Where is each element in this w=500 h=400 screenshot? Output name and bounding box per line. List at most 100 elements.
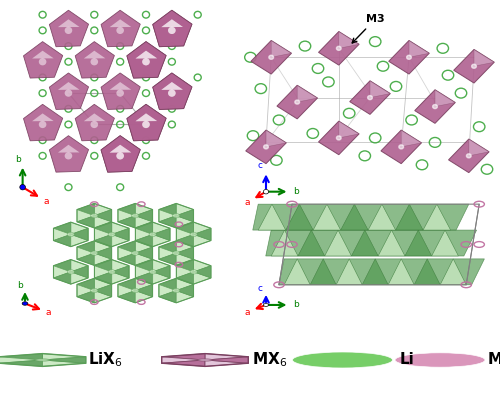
Polygon shape (176, 253, 194, 265)
Circle shape (90, 58, 98, 65)
Circle shape (108, 232, 116, 237)
Polygon shape (54, 260, 71, 272)
Text: Li: Li (400, 352, 415, 368)
Circle shape (336, 136, 341, 140)
Polygon shape (112, 272, 129, 284)
Polygon shape (118, 284, 135, 297)
Polygon shape (127, 104, 166, 141)
Polygon shape (194, 234, 211, 247)
Circle shape (67, 232, 74, 237)
Polygon shape (336, 259, 362, 285)
Polygon shape (135, 247, 152, 259)
Polygon shape (71, 272, 88, 284)
Circle shape (432, 104, 438, 108)
Circle shape (172, 251, 180, 255)
Polygon shape (339, 121, 359, 138)
Polygon shape (77, 278, 94, 290)
Polygon shape (469, 139, 489, 156)
Polygon shape (42, 357, 86, 363)
Text: M3: M3 (352, 14, 384, 43)
Polygon shape (112, 260, 129, 272)
Polygon shape (297, 85, 318, 102)
Polygon shape (266, 230, 476, 256)
Text: c: c (257, 284, 262, 293)
Polygon shape (112, 234, 129, 247)
Polygon shape (318, 32, 359, 65)
Polygon shape (194, 272, 211, 284)
Circle shape (132, 251, 139, 255)
Polygon shape (454, 50, 494, 83)
Polygon shape (110, 145, 131, 152)
Polygon shape (162, 19, 183, 27)
Polygon shape (58, 145, 80, 152)
Polygon shape (162, 354, 205, 360)
Polygon shape (152, 10, 192, 47)
Circle shape (168, 90, 175, 97)
Circle shape (108, 270, 116, 274)
Polygon shape (176, 278, 194, 290)
Polygon shape (135, 290, 152, 303)
Polygon shape (414, 259, 440, 285)
Polygon shape (101, 10, 140, 47)
Text: LiX$_6$: LiX$_6$ (88, 351, 122, 369)
Polygon shape (271, 40, 291, 57)
Polygon shape (94, 228, 112, 240)
Polygon shape (77, 247, 94, 259)
Text: a: a (244, 198, 250, 207)
Polygon shape (135, 278, 152, 290)
Circle shape (269, 55, 274, 59)
Polygon shape (77, 210, 94, 222)
Polygon shape (176, 241, 194, 253)
Circle shape (149, 270, 156, 274)
Polygon shape (136, 113, 157, 121)
Text: b: b (294, 187, 300, 196)
Text: M: M (488, 352, 500, 368)
Polygon shape (136, 222, 152, 234)
Polygon shape (118, 290, 135, 303)
Polygon shape (136, 51, 157, 58)
Polygon shape (277, 85, 318, 119)
Polygon shape (77, 284, 94, 297)
Polygon shape (71, 228, 88, 240)
Circle shape (64, 90, 72, 97)
Polygon shape (110, 145, 131, 152)
Polygon shape (54, 272, 71, 284)
Polygon shape (110, 19, 131, 27)
Polygon shape (54, 266, 71, 278)
Polygon shape (101, 73, 140, 110)
Polygon shape (152, 266, 170, 278)
Polygon shape (176, 222, 194, 234)
Polygon shape (136, 113, 157, 121)
Polygon shape (162, 360, 205, 366)
Polygon shape (94, 253, 112, 265)
Polygon shape (176, 210, 194, 222)
Polygon shape (352, 230, 378, 256)
Polygon shape (435, 90, 456, 106)
Polygon shape (135, 253, 152, 265)
Polygon shape (94, 247, 112, 259)
Polygon shape (176, 272, 194, 284)
Circle shape (39, 58, 46, 65)
Polygon shape (71, 260, 88, 272)
Polygon shape (205, 357, 248, 363)
Polygon shape (474, 50, 494, 66)
Polygon shape (194, 260, 211, 272)
Polygon shape (258, 204, 285, 230)
Polygon shape (94, 222, 112, 234)
Polygon shape (194, 266, 211, 278)
Polygon shape (159, 216, 176, 228)
Polygon shape (176, 266, 194, 278)
Polygon shape (118, 253, 135, 265)
Polygon shape (136, 234, 152, 247)
Polygon shape (381, 130, 422, 164)
Circle shape (132, 288, 139, 293)
Circle shape (472, 64, 476, 68)
Polygon shape (136, 228, 152, 240)
Polygon shape (110, 82, 131, 90)
Circle shape (395, 353, 485, 367)
Circle shape (168, 90, 175, 97)
Circle shape (406, 55, 412, 59)
Circle shape (368, 96, 372, 100)
Polygon shape (362, 259, 388, 285)
Polygon shape (84, 51, 106, 58)
